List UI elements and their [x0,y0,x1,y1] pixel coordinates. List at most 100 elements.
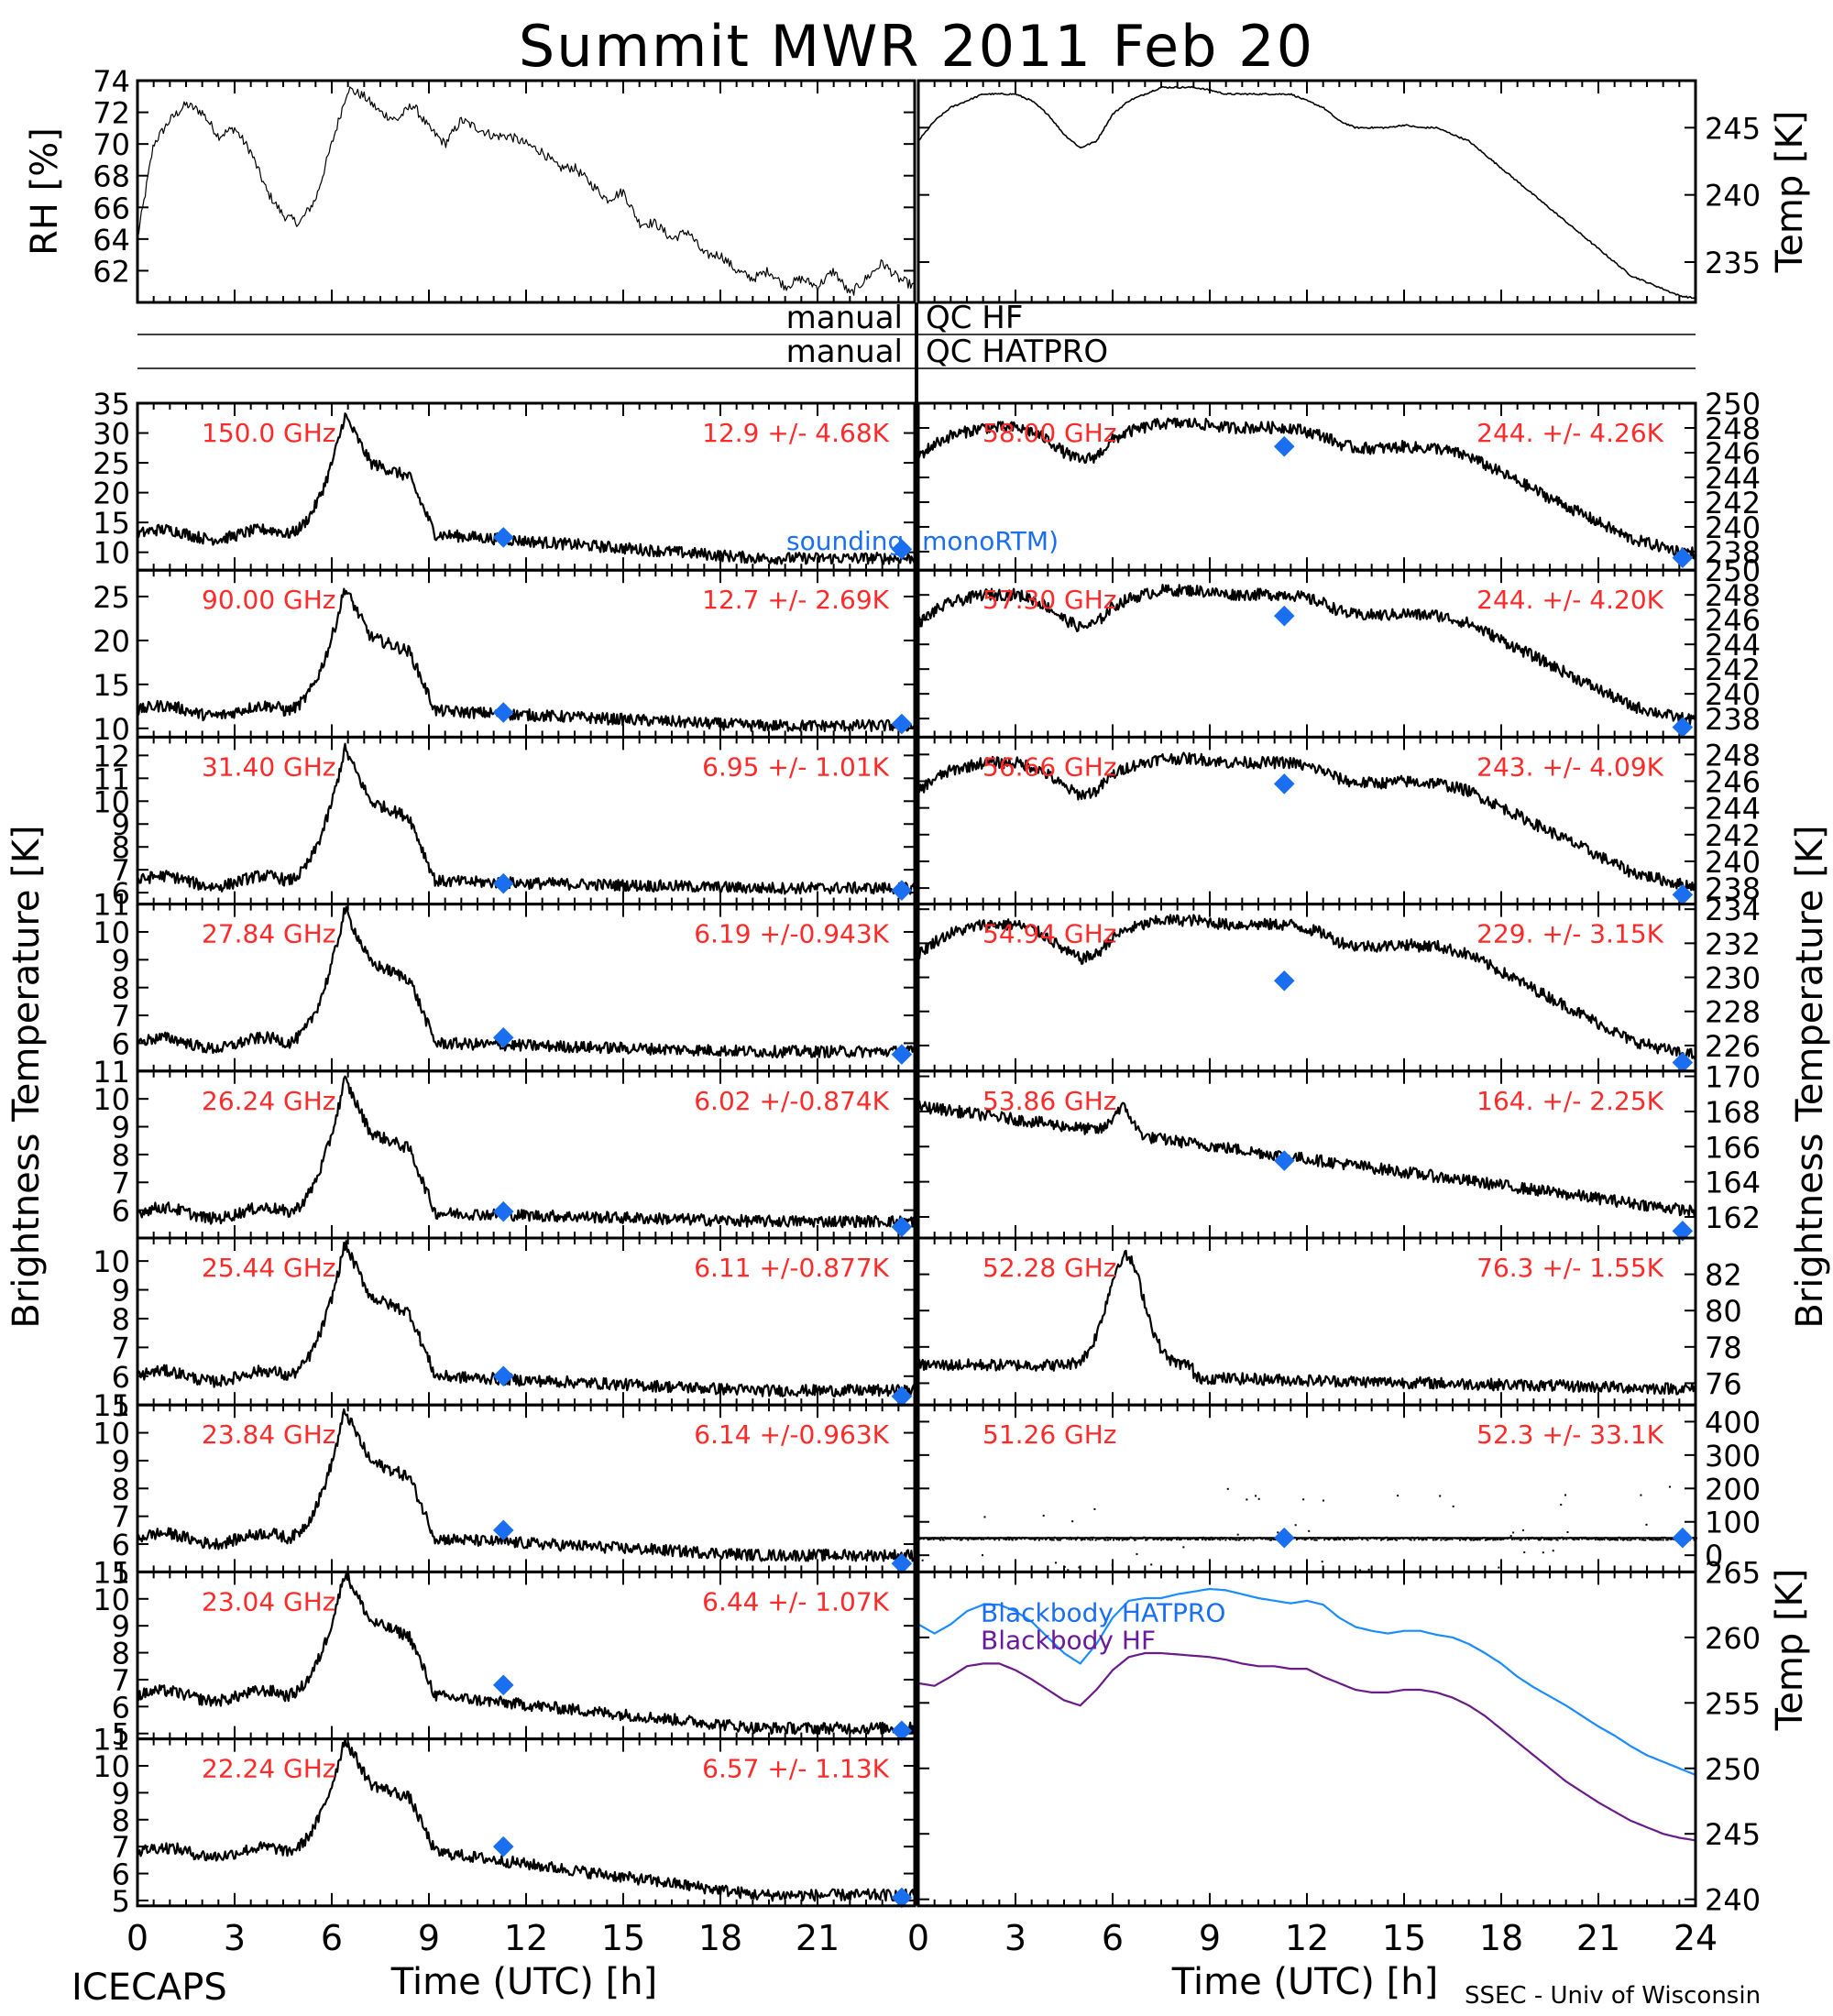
tb-point [1303,1539,1306,1541]
sounding-marker [891,880,913,901]
tb-point [1635,1537,1638,1539]
channel-label: 90.00 GHz [202,585,336,615]
tb-point [1179,1539,1181,1541]
tb-point [1608,1538,1610,1540]
tb-point [1481,1537,1484,1539]
tb-point [1362,1537,1365,1539]
tb-point [926,1537,928,1539]
tb-point [1240,1538,1243,1540]
tb-point [1064,1537,1067,1539]
tb-point [1551,1538,1553,1540]
tb-point [1514,1537,1517,1539]
tb-point [1082,1537,1085,1539]
tb-point [1454,1537,1457,1539]
tb-point [1361,1538,1364,1540]
y-tick-label: 10 [93,1749,130,1784]
tb-point [1581,1538,1584,1540]
x-tick-label-left: 18 [698,1918,742,1958]
tb-point [1326,1538,1329,1540]
tb-point [1097,1538,1100,1540]
tb-point [1349,1538,1352,1540]
channel-stats: 6.14 +/-0.963K [694,1419,889,1450]
tb-point [982,1554,984,1557]
y-tick-label: 70 [93,127,130,162]
y-tick-label: 248 [1705,738,1761,772]
tb-point [1651,1539,1653,1541]
tb-point [1098,1538,1101,1540]
tb-point [941,1539,944,1541]
tb-point [1325,1537,1328,1539]
tb-point [967,1539,970,1541]
tb-point [1119,1537,1122,1539]
tb-point [1180,1538,1182,1540]
tb-point [1499,1539,1502,1541]
y-tick-label: 250 [1705,387,1761,422]
tb-point [1397,1495,1399,1497]
x-tick-label-right: 24 [1674,1918,1718,1958]
tb-point [1493,1538,1496,1540]
tb-point [1634,1538,1637,1540]
channel-stats: 244. +/- 4.26K [1476,418,1663,448]
tb-point [1670,1538,1673,1540]
tb-point [1633,1538,1636,1540]
tb-point [1400,1537,1403,1539]
tb-point [998,1539,1001,1541]
tb-point [1071,1520,1074,1523]
tb-point [1127,1538,1130,1540]
tb-point [938,1538,940,1540]
tb-point [1318,1537,1321,1539]
tb-point [1593,1537,1596,1539]
tb-point [1055,1561,1058,1564]
tb-point [1181,1537,1184,1539]
tb-point [1378,1537,1381,1539]
y-tick-label: 35 [93,387,130,422]
tb-point [1613,1539,1616,1541]
tb-point [1213,1538,1216,1540]
tb-point [1316,1537,1319,1539]
tb-point [1130,1536,1133,1539]
tb-series [917,1100,1696,1218]
tb-point [1576,1538,1579,1540]
channel-label: 23.04 GHz [202,1586,336,1616]
tb-point [1519,1539,1521,1541]
tb-point [1026,1537,1029,1539]
tb-point [1553,1537,1555,1539]
tb-point [982,1538,985,1540]
tb-point [1560,1504,1563,1507]
tb-point [1031,1538,1034,1540]
y-tick-label: 238 [1705,871,1761,906]
tb-point [1183,1538,1186,1540]
tb-point [922,1538,925,1540]
tb-point [1260,1538,1263,1540]
tb-point [1004,1538,1006,1540]
tb-point [1025,1537,1027,1539]
tb-point [1447,1538,1450,1540]
tb-point [1399,1537,1402,1539]
x-tick-label-right: 21 [1576,1918,1620,1958]
y-tick-label: 250 [1705,1752,1761,1787]
channel-stats: 52.3 +/- 33.1K [1476,1419,1663,1450]
tb-point [1208,1539,1211,1541]
channel-stats: 6.19 +/-0.943K [694,919,889,949]
tb-point [1166,1538,1169,1540]
tb-point [1423,1537,1426,1539]
tb-point [1524,1538,1527,1540]
y-tick-label: 0 [1705,1539,1723,1573]
tb-point [1403,1537,1406,1539]
tb-point [1169,1539,1172,1541]
channel-stats: 12.7 +/- 2.69K [702,585,889,615]
tb-point [1650,1538,1652,1540]
y-tick-label: 9 [112,1274,130,1309]
tb-point [1376,1538,1378,1540]
tb-point [1173,1537,1176,1539]
tb-point [1103,1539,1106,1541]
y-tick-label: 240 [1705,845,1761,880]
tb-point [1644,1539,1647,1541]
tb-point [1310,1538,1312,1540]
tb-point [971,1538,974,1540]
tb-point [1586,1538,1588,1540]
y-tick-label: 265 [1705,1555,1761,1590]
sounding-marker [891,1386,913,1408]
y-tick-label: 240 [1705,677,1761,712]
